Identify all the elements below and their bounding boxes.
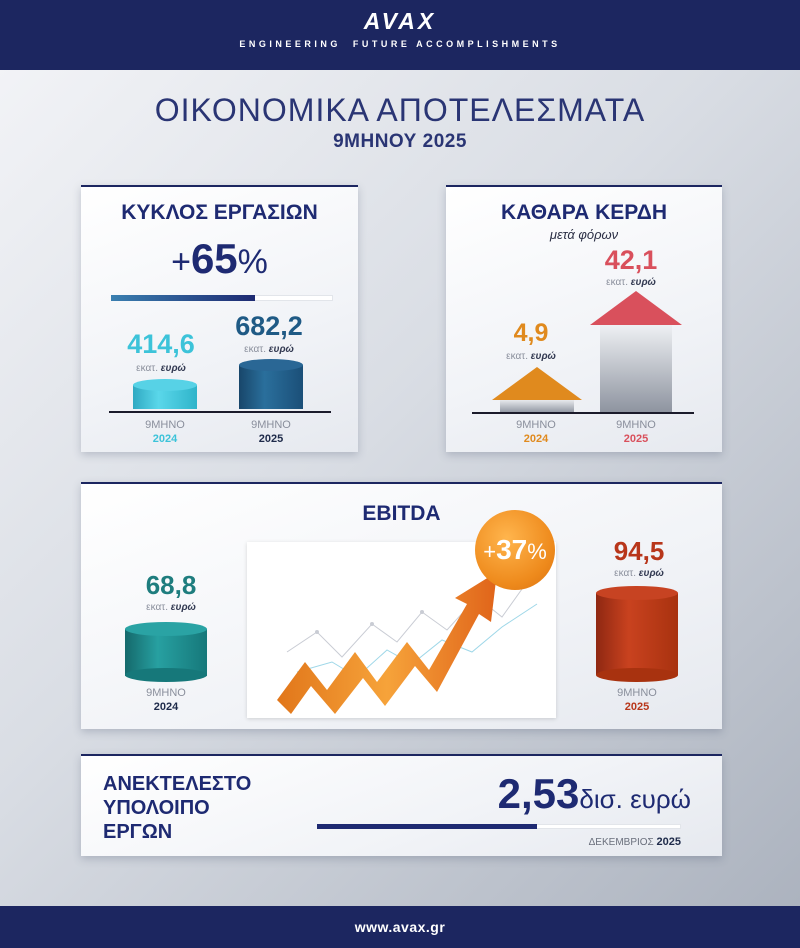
backlog-card: ΑΝΕΚΤΕΛΕΣΤΟ ΥΠΟΛΟΙΠΟ ΕΡΓΩΝ 2,53δισ. ευρώ… — [81, 754, 722, 856]
ebitda-badge-sign: + — [483, 539, 497, 564]
revenue-change: +65% — [81, 235, 358, 283]
page-subtitle: 9ΜΗΝΟΥ 2025 — [333, 131, 467, 152]
ebitda-card: EBITDA 68,8 εκατ. ευρώ 9ΜΗΝΟ 2024 — [81, 482, 722, 729]
ebitda-value-2025: 94,5 — [613, 536, 665, 566]
profit-period-2024: 9ΜΗΝΟ — [516, 419, 556, 431]
revenue-bar-2024 — [133, 379, 197, 409]
revenue-progress-fill — [111, 295, 256, 301]
ebitda-period-2024: 9ΜΗΝΟ — [146, 687, 186, 699]
profit-unit-2024: εκατ. ευρώ — [506, 351, 556, 362]
backlog-value: 2,53 — [497, 770, 580, 817]
profit-arrow-2025 — [590, 291, 682, 413]
revenue-change-value: 65 — [190, 235, 238, 282]
backlog-title-line-3: ΕΡΓΩΝ — [103, 821, 173, 843]
ebitda-year-2025: 2025 — [624, 701, 650, 713]
revenue-unit-2025: εκατ. ευρώ — [244, 344, 294, 355]
backlog-date-month: ΔΕΚΕΜΒΡΙΟΣ — [588, 837, 654, 848]
ebitda-change-badge: +37% — [475, 510, 555, 590]
profit-value-2025: 42,1 — [604, 245, 658, 275]
ebitda-badge-pct: % — [527, 539, 547, 564]
revenue-value-2024: 414,6 — [127, 329, 195, 359]
ebitda-value-2024: 68,8 — [145, 570, 197, 600]
revenue-year-2024: 2024 — [152, 433, 178, 445]
revenue-year-2025: 2025 — [258, 433, 284, 445]
revenue-unit-2024: εκατ. ευρώ — [136, 363, 186, 374]
ebitda-unit-2025: εκατ. ευρώ — [614, 568, 664, 579]
ebitda-bar-2024 — [125, 622, 207, 682]
profit-title: ΚΑΘΑΡΑ ΚΕΡΔΗ — [500, 201, 668, 224]
ebitda-bar-2025 — [596, 586, 678, 682]
profit-baseline — [472, 412, 694, 414]
backlog-date-year: 2025 — [656, 836, 681, 848]
ebitda-year-2024: 2024 — [153, 701, 179, 713]
backlog-unit: δισ. ευρώ — [579, 784, 691, 814]
ebitda-badge-value: 37 — [496, 534, 528, 565]
profit-card: ΚΑΘΑΡΑ ΚΕΡΔΗ μετά φόρων 42,1 εκατ. ευρώ … — [446, 185, 722, 452]
revenue-value-2025: 682,2 — [235, 311, 303, 341]
backlog-title-line-2: ΥΠΟΛΟΙΠΟ — [103, 797, 210, 819]
revenue-title: ΚΥΚΛΟΣ ΕΡΓΑΣΙΩΝ — [121, 201, 318, 224]
revenue-period-2025: 9ΜΗΝΟ — [251, 419, 291, 431]
revenue-card: ΚΥΚΛΟΣ ΕΡΓΑΣΙΩΝ +65% 414,6 εκατ. ευρώ 68… — [81, 185, 358, 452]
profit-unit-2025: εκατ. ευρώ — [606, 277, 656, 288]
revenue-change-sign: + — [171, 243, 191, 281]
footer-bar: www.avax.gr — [0, 906, 800, 948]
tagline: ENGINEERING FUTURE ACCOMPLISHMENTS — [239, 39, 561, 49]
revenue-bar-2025 — [239, 359, 303, 409]
revenue-period-2024: 9ΜΗΝΟ — [145, 419, 185, 431]
ebitda-period-2025: 9ΜΗΝΟ — [617, 687, 657, 699]
revenue-progress-track — [111, 295, 333, 301]
backlog-date: ΔΕΚΕΜΒΡΙΟΣ 2025 — [481, 836, 681, 848]
backlog-amount: 2,53δισ. ευρώ — [381, 770, 691, 818]
header-bar: AVAX ENGINEERING FUTURE ACCOMPLISHMENTS — [0, 0, 800, 70]
website-link[interactable]: www.avax.gr — [354, 919, 446, 935]
profit-note: μετά φόρων — [549, 227, 619, 242]
page-title: ΟΙΚΟΝΟΜΙΚΑ ΑΠΟΤΕΛΕΣΜΑΤΑ — [154, 92, 646, 128]
profit-value-2024: 4,9 — [513, 319, 549, 347]
backlog-title: ΑΝΕΚΤΕΛΕΣΤΟ ΥΠΟΛΟΙΠΟ ΕΡΓΩΝ — [103, 772, 303, 844]
revenue-change-pct: % — [237, 243, 268, 281]
ebitda-unit-2024: εκατ. ευρώ — [146, 602, 196, 613]
backlog-underline — [317, 824, 681, 829]
profit-year-2024: 2024 — [523, 433, 549, 445]
profit-year-2025: 2025 — [623, 433, 649, 445]
revenue-baseline — [109, 411, 331, 413]
backlog-title-line-1: ΑΝΕΚΤΕΛΕΣΤΟ — [103, 773, 252, 795]
profit-period-2025: 9ΜΗΝΟ — [616, 419, 656, 431]
profit-arrow-2024 — [492, 367, 582, 413]
ebitda-title: EBITDA — [362, 502, 441, 525]
avax-logo: AVAX — [363, 8, 437, 34]
